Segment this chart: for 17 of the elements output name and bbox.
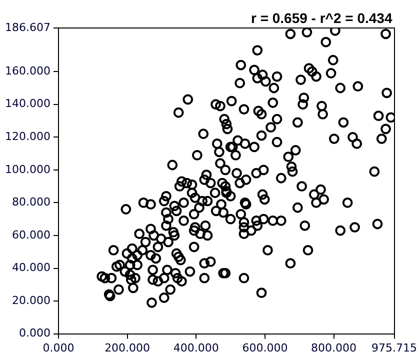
x-tick-label: 200.000	[104, 341, 150, 354]
y-tick-label: 140.000	[4, 97, 50, 110]
x-tick-label: 600.000	[242, 341, 288, 354]
y-tick-label: 100.000	[4, 162, 50, 176]
y-tick-label: 0.000	[18, 326, 50, 340]
text: r = 0.659 - r^2 = 0.434	[250, 10, 392, 26]
x-tick-label: 400.000	[173, 341, 219, 354]
y-tick-label: 120.000	[4, 130, 50, 144]
y-tick-label: 186.607	[4, 20, 50, 34]
y-tick-label: 60.000	[12, 228, 50, 242]
x-tick-label: 800.000	[311, 341, 357, 354]
y-tick-label: 160.000	[4, 64, 50, 78]
x-tick-label: 0.000	[42, 341, 74, 354]
x-tick-label: 975.715	[372, 341, 418, 354]
y-tick-label: 40.000	[12, 261, 50, 274]
y-tick-label: 20.000	[12, 294, 50, 307]
y-tick-label: 80.000	[12, 196, 50, 209]
